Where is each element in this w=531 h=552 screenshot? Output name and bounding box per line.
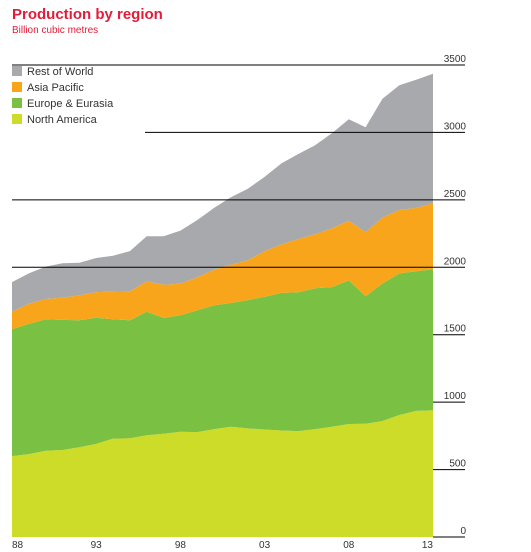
- y-tick-label: 2500: [444, 189, 467, 200]
- x-tick-label: 88: [12, 540, 24, 551]
- y-tick-label: 1000: [444, 391, 467, 402]
- legend: Rest of World Asia Pacific Europe & Eurasi…: [12, 66, 114, 126]
- y-tick-label: 500: [449, 459, 466, 470]
- legend-swatch: [12, 66, 22, 76]
- y-tick-label: 3500: [444, 54, 467, 65]
- grid-lines: [12, 64, 465, 538]
- area-layers: [12, 73, 433, 537]
- x-axis-ticks: 88 93 98 03 08 13: [12, 540, 433, 551]
- legend-label: Rest of World: [27, 66, 93, 78]
- area-series-0: [12, 410, 433, 537]
- area-series-2: [12, 203, 433, 330]
- x-tick-label: 93: [91, 540, 103, 551]
- x-tick-label: 13: [422, 540, 434, 551]
- y-axis-ticks: 0 500 1000 1500 2000 2500 3000 3500: [444, 54, 467, 537]
- area-series-1: [12, 269, 433, 457]
- legend-label: North America: [27, 114, 98, 126]
- x-tick-label: 98: [175, 540, 187, 551]
- legend-swatch: [12, 114, 22, 124]
- chart-title: Production by region: [12, 6, 163, 23]
- area-series-3: [12, 73, 433, 312]
- x-tick-label: 08: [343, 540, 355, 551]
- legend-swatch: [12, 82, 22, 92]
- y-tick-label: 3000: [444, 121, 467, 132]
- y-tick-label: 1500: [444, 324, 467, 335]
- legend-label: Europe & Eurasia: [27, 98, 114, 110]
- y-tick-label: 2000: [444, 256, 467, 267]
- chart-subtitle: Billion cubic metres: [12, 25, 99, 36]
- x-tick-label: 03: [259, 540, 271, 551]
- y-tick-label: 0: [460, 526, 466, 537]
- legend-swatch: [12, 98, 22, 108]
- legend-label: Asia Pacific: [27, 82, 84, 94]
